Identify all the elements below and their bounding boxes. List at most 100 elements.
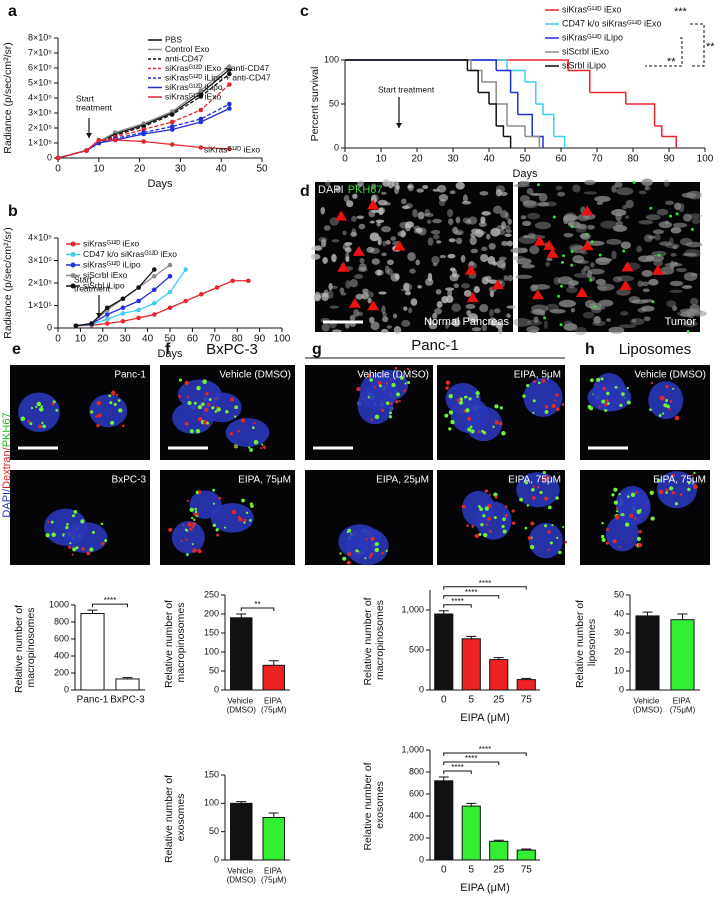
y-axis-title: Relative number of liposomes: [574, 597, 598, 688]
survival-step: [507, 69, 526, 82]
pkh67-spot: [562, 254, 566, 258]
vesicle: [649, 408, 653, 412]
vesicle: [201, 402, 205, 407]
y-tick-label: 30: [614, 627, 624, 637]
vesicle: [370, 418, 373, 421]
vesicle: [499, 406, 503, 410]
vesicle: [204, 407, 209, 412]
vesicle: [65, 526, 69, 530]
cell: [469, 236, 477, 246]
survival-step: [481, 81, 497, 104]
cell: [521, 247, 528, 253]
vesicle: [691, 474, 694, 477]
data-point: [104, 321, 110, 326]
tile-label: EIPA, 5μM: [514, 370, 561, 381]
vesicle: [629, 513, 634, 518]
cell: [385, 240, 391, 245]
cell: [594, 195, 611, 203]
vesicle: [35, 405, 38, 409]
cell: [669, 237, 674, 246]
cell: [351, 228, 357, 237]
y-tick-label: 0: [334, 142, 339, 152]
tile-label: Vehicle (DMSO): [357, 370, 429, 381]
vesicle: [448, 427, 452, 431]
cell: [471, 228, 481, 234]
cell: [652, 229, 665, 235]
vesicle: [182, 524, 185, 527]
vesicle: [529, 544, 535, 550]
cell: [417, 285, 422, 289]
data-point: [89, 321, 94, 326]
tile-label: EIPA, 75μM: [653, 475, 706, 486]
x-tick-label: 25: [493, 865, 505, 876]
vesicle: [374, 541, 379, 547]
data-point: [120, 296, 126, 302]
cell: [480, 253, 489, 263]
x-tick-label: EIPA (75μM): [261, 867, 287, 885]
cell: [403, 282, 410, 291]
pkh67-spot: [585, 232, 589, 236]
cell: [397, 230, 407, 237]
y-tick-label: 500: [409, 644, 424, 654]
cell: [638, 255, 652, 263]
vesicle: [389, 402, 393, 405]
vesicle: [665, 491, 668, 494]
cell: [415, 259, 420, 266]
vesicle: [391, 383, 396, 388]
cell: [376, 221, 381, 227]
data-point: [120, 311, 126, 316]
survival-step: [543, 113, 555, 137]
cell: [530, 284, 538, 292]
pkh67-spot: [593, 305, 597, 309]
cell: [563, 214, 579, 221]
annotation: Start treatment: [76, 94, 113, 113]
vesicle: [484, 489, 489, 493]
vesicle: [73, 510, 78, 514]
y-axis-title: Relative number of macropinosomes: [163, 597, 187, 688]
vesicle: [621, 392, 625, 396]
vesicle: [479, 507, 483, 512]
vesicle: [121, 424, 125, 428]
significance: ***: [674, 6, 688, 18]
cell: [369, 316, 375, 324]
legend-label: siKrasᴳ¹²ᴰ iExo: [562, 4, 622, 14]
vesicle: [544, 405, 549, 409]
cell: [344, 322, 350, 329]
vesicle: [634, 543, 638, 547]
x-tick-label: Vehicle (DMSO): [227, 867, 257, 885]
vesicle: [501, 431, 506, 436]
y-axis-title: Radiance (p/sec/cm²/sr): [2, 42, 14, 153]
legend-label: siKrasᴳ¹²ᴰ iExo + anti-CD47: [165, 63, 269, 73]
cell: [354, 184, 364, 188]
x-tick-label: 30: [120, 334, 132, 345]
data-point: [167, 262, 173, 268]
vesicle: [624, 522, 630, 527]
cell: [570, 245, 587, 254]
bar: [230, 617, 253, 691]
cell: [371, 258, 380, 265]
cell: [367, 297, 372, 304]
y-tick-label: 0: [419, 854, 424, 864]
vesicle: [487, 516, 491, 521]
cell: [481, 276, 489, 285]
cell: [394, 273, 400, 280]
cell: [528, 234, 546, 240]
cell: [526, 188, 534, 195]
vesicle: [467, 427, 472, 432]
vesicle: [208, 398, 212, 402]
y-tick-label: 10: [614, 665, 624, 675]
panel-title: BxPC-3: [206, 341, 258, 358]
vesicle: [184, 528, 188, 532]
cell: [452, 318, 461, 328]
legend-marker: [70, 241, 76, 247]
vesicle: [111, 390, 116, 396]
cell: [358, 263, 367, 272]
cell: [499, 191, 508, 197]
y-axis-title: Relative number of macropinosomes: [362, 594, 386, 685]
y-tick-label: 250: [204, 589, 219, 599]
vesicle: [394, 366, 398, 370]
data-point: [246, 278, 251, 284]
vesicle: [47, 520, 50, 523]
vesicle: [29, 422, 33, 426]
vesicle: [380, 408, 385, 413]
